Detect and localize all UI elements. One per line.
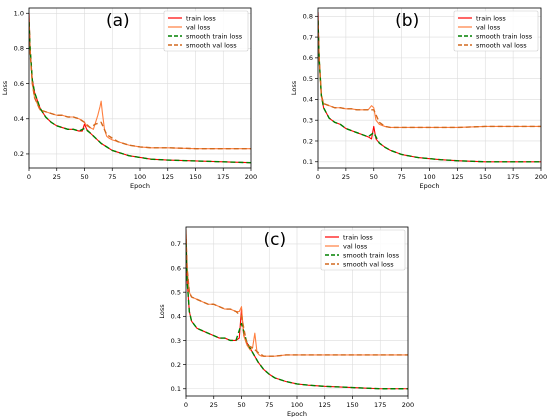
chart-panel: 0 25 50 75 100 125 150 175 200 0.1 0.2 0.3 0.4 0.5 0.6… xyxy=(158,226,414,417)
y-tick-label: 0.4 xyxy=(303,96,313,104)
legend-label: smooth val loss xyxy=(186,41,237,49)
x-tick-label: 150 xyxy=(346,401,358,409)
x-tick-label: 50 xyxy=(370,173,378,181)
legend-box xyxy=(163,10,249,52)
series-line-smooth-train-loss xyxy=(29,22,251,164)
legend-label: val loss xyxy=(186,23,211,31)
x-tick-label: 150 xyxy=(479,173,491,181)
x-tick-label: 125 xyxy=(451,173,463,181)
y-tick-label: 0.8 xyxy=(303,13,313,21)
legend-label: val loss xyxy=(476,23,501,31)
series-line-smooth-train-loss xyxy=(318,20,541,163)
chart-panel: 0 25 50 75 100 125 150 175 200 0.1 0.2 0.3 0.4 0.5 0.6… xyxy=(290,7,547,190)
x-tick-label: 200 xyxy=(245,173,257,181)
x-tick-label: 0 xyxy=(27,173,31,181)
x-tick-label: 75 xyxy=(108,173,116,181)
y-tick-label: 0.7 xyxy=(303,33,313,41)
y-tick-label: 0.4 xyxy=(14,115,24,123)
x-tick-label: 50 xyxy=(80,173,88,181)
x-tick-label: 100 xyxy=(423,173,435,181)
legend-label: smooth val loss xyxy=(343,260,394,268)
legend-box xyxy=(320,229,406,271)
legend-label: smooth train loss xyxy=(343,251,400,259)
y-tick-label: 0.6 xyxy=(14,80,24,88)
x-tick-label: 125 xyxy=(162,173,174,181)
legend-label: train loss xyxy=(476,14,506,22)
x-axis-label: Epoch xyxy=(287,410,307,417)
legend-label: train loss xyxy=(343,233,373,241)
series-group xyxy=(318,12,541,163)
series-line-smooth-val-loss xyxy=(318,24,541,129)
x-axis-label: Epoch xyxy=(130,182,150,190)
legend-label: smooth train loss xyxy=(186,32,243,40)
x-tick-label: 200 xyxy=(402,401,414,409)
x-tick-label: 75 xyxy=(265,401,273,409)
y-tick-label: 0.3 xyxy=(303,117,313,125)
y-tick-label: 0.7 xyxy=(171,240,181,248)
panel-label: (a) xyxy=(106,11,130,31)
x-tick-label: 175 xyxy=(217,173,229,181)
legend-box xyxy=(453,10,539,52)
y-tick-label: 0.6 xyxy=(303,54,313,62)
x-tick-label: 0 xyxy=(184,401,188,409)
y-axis-label: Loss xyxy=(290,80,298,95)
y-tick-label: 0.5 xyxy=(171,288,181,296)
y-tick-label: 0.4 xyxy=(171,313,181,321)
legend-label: train loss xyxy=(186,14,216,22)
legend-label: smooth val loss xyxy=(476,41,527,49)
x-tick-label: 200 xyxy=(535,173,547,181)
y-tick-label: 0.2 xyxy=(171,361,181,369)
series-line-smooth-val-loss xyxy=(29,25,251,150)
y-tick-label: 0.6 xyxy=(171,264,181,272)
y-tick-label: 0.2 xyxy=(14,150,24,158)
y-tick-label: 0.2 xyxy=(303,137,313,145)
panel-label: (c) xyxy=(263,230,286,250)
series-group xyxy=(29,13,251,164)
x-tick-label: 0 xyxy=(316,173,320,181)
x-tick-label: 125 xyxy=(319,401,331,409)
y-axis-label: Loss xyxy=(1,80,9,95)
x-tick-label: 150 xyxy=(189,173,201,181)
x-tick-label: 175 xyxy=(507,173,519,181)
y-tick-label: 1.0 xyxy=(14,10,24,18)
y-tick-label: 0.1 xyxy=(171,385,181,393)
series-group xyxy=(186,229,408,390)
x-tick-label: 75 xyxy=(397,173,405,181)
x-axis-label: Epoch xyxy=(420,182,440,190)
x-tick-label: 100 xyxy=(134,173,146,181)
chart-panel: 0 25 50 75 100 125 150 175 200 0.2 0.4 0.6 0.8 1.0 Epo… xyxy=(1,7,257,190)
y-tick-label: 0.3 xyxy=(171,337,181,345)
x-tick-label: 25 xyxy=(342,173,350,181)
x-tick-label: 25 xyxy=(210,401,218,409)
series-line-smooth-val-loss xyxy=(186,239,408,357)
y-axis-label: Loss xyxy=(158,304,166,319)
x-tick-label: 25 xyxy=(53,173,61,181)
y-tick-label: 0.5 xyxy=(303,75,313,83)
x-tick-label: 100 xyxy=(291,401,303,409)
panel-label: (b) xyxy=(395,11,419,31)
x-tick-label: 50 xyxy=(237,401,245,409)
legend-label: smooth train loss xyxy=(476,32,533,40)
legend-label: val loss xyxy=(343,242,368,250)
y-tick-label: 0.8 xyxy=(14,45,24,53)
y-tick-label: 0.1 xyxy=(303,158,313,166)
x-tick-label: 175 xyxy=(374,401,386,409)
